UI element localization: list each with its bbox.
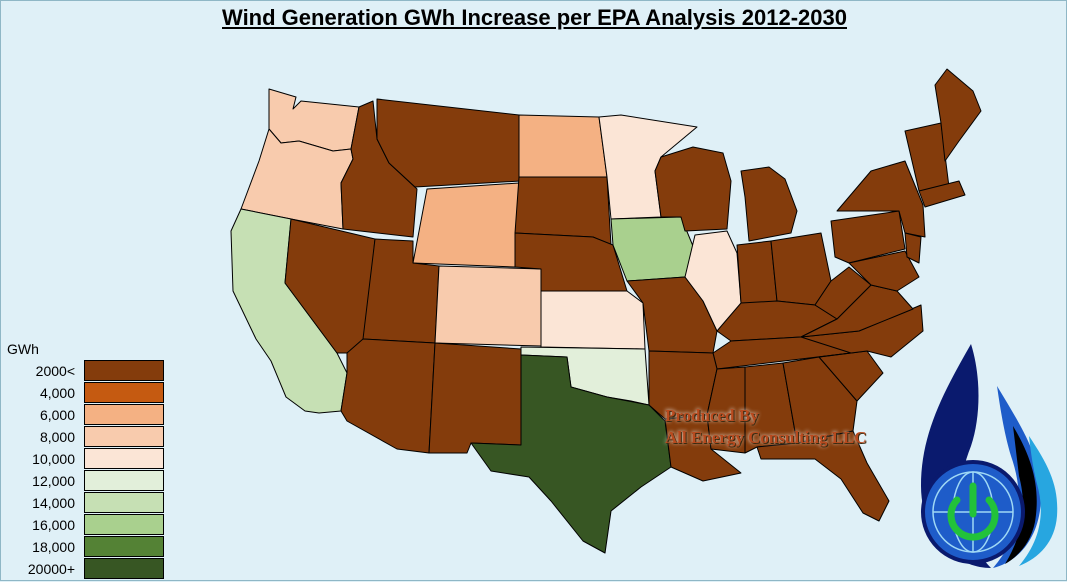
state-new-jersey bbox=[904, 232, 922, 264]
state-idaho bbox=[340, 100, 418, 238]
state-indiana bbox=[736, 240, 778, 308]
legend-row: 2000< bbox=[1, 360, 165, 382]
state-wisconsin bbox=[654, 146, 732, 232]
company-logo bbox=[921, 344, 1058, 568]
state-north-dakota bbox=[518, 114, 608, 178]
legend-label: 8,000 bbox=[39, 429, 75, 445]
credit-text: Produced By All Energy Consulting LLC bbox=[665, 405, 867, 449]
state-iowa bbox=[610, 216, 696, 282]
state-new-york bbox=[836, 160, 926, 238]
legend-label: 16,000 bbox=[32, 517, 75, 533]
legend-swatch bbox=[84, 536, 164, 557]
legend-swatch bbox=[84, 382, 164, 403]
legend-label: 14,000 bbox=[32, 495, 75, 511]
legend-swatch bbox=[84, 448, 164, 469]
legend-row: 10,000 bbox=[1, 448, 165, 470]
credit-line-2: All Energy Consulting LLC bbox=[665, 428, 867, 447]
state-mississippi bbox=[706, 366, 746, 454]
legend-label: 10,000 bbox=[32, 451, 75, 467]
legend-label: 2000< bbox=[35, 363, 75, 379]
state-kansas bbox=[540, 290, 646, 350]
map-title: Wind Generation GWh Increase per EPA Ana… bbox=[222, 5, 847, 30]
legend-unit-label: GWh bbox=[7, 341, 39, 357]
legend-swatch bbox=[84, 470, 164, 491]
legend-label: 6,000 bbox=[39, 407, 75, 423]
state-pennsylvania bbox=[830, 210, 906, 264]
state-maine bbox=[934, 68, 982, 162]
credit-line-1: Produced By bbox=[665, 406, 759, 425]
legend-swatch bbox=[84, 426, 164, 447]
legend-label: 18,000 bbox=[32, 539, 75, 555]
legend-swatch bbox=[84, 492, 164, 513]
legend-row: 8,000 bbox=[1, 426, 165, 448]
legend-swatch bbox=[84, 404, 164, 425]
state-michigan bbox=[740, 166, 798, 242]
legend-row: 6,000 bbox=[1, 404, 165, 426]
state-georgia bbox=[782, 356, 858, 444]
state-maryland bbox=[848, 250, 920, 292]
legend-row: 4,000 bbox=[1, 382, 165, 404]
legend-row: 14,000 bbox=[1, 492, 165, 514]
state-washington bbox=[268, 88, 360, 152]
legend-row: 12,000 bbox=[1, 470, 165, 492]
legend-row: 18,000 bbox=[1, 536, 165, 558]
state-west-virginia bbox=[814, 266, 872, 320]
state-new-mexico bbox=[428, 342, 522, 454]
state-arizona bbox=[340, 338, 436, 454]
legend-row: 16,000 bbox=[1, 514, 165, 536]
state-colorado bbox=[434, 265, 542, 347]
legend-swatch bbox=[84, 514, 164, 535]
legend-label: 20000+ bbox=[27, 561, 75, 577]
state-massachusetts-connecticut bbox=[918, 180, 966, 208]
legend-row: 20000+ bbox=[1, 558, 165, 580]
legend-swatch bbox=[84, 558, 164, 579]
state-wyoming bbox=[412, 182, 520, 268]
legend-label: 12,000 bbox=[32, 473, 75, 489]
state-florida bbox=[756, 430, 890, 522]
legend-label: 4,000 bbox=[39, 385, 75, 401]
state-texas bbox=[470, 354, 672, 554]
legend-swatch bbox=[84, 360, 164, 381]
